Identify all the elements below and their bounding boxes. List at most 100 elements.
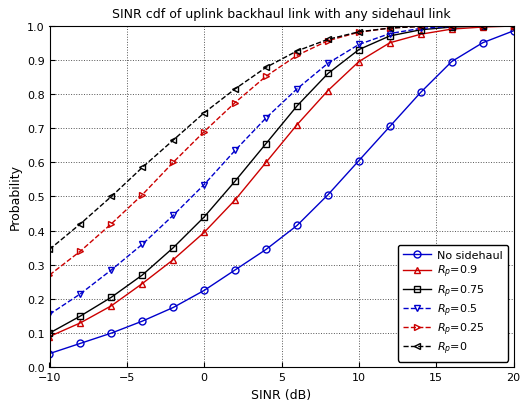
Line: $R_p$=0.75: $R_p$=0.75 [46, 23, 517, 337]
$R_p$=0.5 [449, 25, 455, 30]
$R_p$=0 [232, 87, 239, 92]
$R_p$=0.75 [325, 72, 331, 77]
$R_p$=0.9 [355, 60, 362, 65]
No sidehaul [47, 351, 53, 356]
No sidehaul [263, 247, 269, 252]
No sidehaul [201, 288, 207, 293]
No sidehaul [108, 331, 115, 336]
$R_p$=0.25 [139, 193, 145, 198]
No sidehaul [449, 60, 455, 65]
$R_p$=0 [77, 222, 84, 227]
$R_p$=0.75 [139, 273, 145, 278]
$R_p$=0.9 [449, 27, 455, 32]
$R_p$=0.25 [510, 24, 517, 29]
$R_p$=0.9 [47, 334, 53, 339]
$R_p$=0.25 [325, 39, 331, 44]
$R_p$=0.75 [263, 142, 269, 146]
$R_p$=0.75 [387, 34, 393, 39]
No sidehaul [355, 159, 362, 164]
$R_p$=0 [139, 166, 145, 171]
$R_p$=0.9 [294, 123, 300, 128]
$R_p$=0 [387, 27, 393, 31]
$R_p$=0.5 [47, 312, 53, 317]
$R_p$=0.75 [232, 179, 239, 184]
No sidehaul [170, 305, 177, 310]
$R_p$=0 [294, 49, 300, 54]
$R_p$=0.5 [232, 148, 239, 153]
Line: $R_p$=0.9: $R_p$=0.9 [46, 23, 517, 340]
$R_p$=0.9 [479, 25, 486, 30]
$R_p$=0.25 [47, 273, 53, 278]
No sidehaul [387, 125, 393, 130]
$R_p$=0.75 [77, 314, 84, 319]
$R_p$=0 [355, 30, 362, 35]
$R_p$=0.5 [139, 242, 145, 247]
Y-axis label: Probability: Probability [8, 164, 21, 230]
$R_p$=0 [449, 24, 455, 29]
$R_p$=0.9 [417, 33, 424, 38]
$R_p$=0.5 [294, 87, 300, 92]
$R_p$=0.75 [479, 25, 486, 29]
$R_p$=0.25 [232, 101, 239, 106]
$R_p$=0.9 [108, 303, 115, 308]
No sidehaul [479, 41, 486, 46]
$R_p$=0.75 [108, 295, 115, 300]
$R_p$=0 [47, 247, 53, 252]
No sidehaul [294, 223, 300, 228]
$R_p$=0.5 [201, 182, 207, 187]
$R_p$=0.25 [355, 31, 362, 36]
Title: SINR cdf of uplink backhaul link with any sidehaul link: SINR cdf of uplink backhaul link with an… [112, 8, 451, 21]
$R_p$=0.9 [510, 25, 517, 29]
$R_p$=0.5 [355, 43, 362, 48]
$R_p$=0.9 [170, 258, 177, 263]
$R_p$=0.25 [387, 27, 393, 31]
$R_p$=0.9 [139, 281, 145, 286]
$R_p$=0.5 [108, 268, 115, 273]
$R_p$=0.75 [417, 28, 424, 33]
$R_p$=0 [479, 24, 486, 29]
$R_p$=0.9 [325, 89, 331, 94]
$R_p$=0.5 [387, 32, 393, 37]
$R_p$=0 [263, 66, 269, 71]
No sidehaul [139, 319, 145, 324]
$R_p$=0.75 [294, 104, 300, 109]
$R_p$=0 [417, 25, 424, 30]
$R_p$=0 [510, 24, 517, 29]
$R_p$=0.5 [77, 292, 84, 297]
Line: $R_p$=0: $R_p$=0 [46, 23, 517, 253]
$R_p$=0.25 [417, 25, 424, 30]
$R_p$=0.25 [479, 24, 486, 29]
$R_p$=0.5 [170, 213, 177, 218]
No sidehaul [325, 193, 331, 198]
$R_p$=0.5 [479, 24, 486, 29]
$R_p$=0.5 [417, 27, 424, 32]
$R_p$=0.9 [201, 230, 207, 235]
$R_p$=0.25 [170, 160, 177, 165]
$R_p$=0.25 [201, 130, 207, 135]
$R_p$=0.25 [263, 74, 269, 79]
$R_p$=0 [201, 111, 207, 116]
$R_p$=0.75 [47, 331, 53, 336]
X-axis label: SINR (dB): SINR (dB) [251, 388, 312, 401]
$R_p$=0.5 [263, 116, 269, 121]
$R_p$=0 [108, 195, 115, 200]
$R_p$=0.5 [325, 62, 331, 67]
$R_p$=0 [170, 138, 177, 143]
No sidehaul [232, 268, 239, 273]
$R_p$=0.25 [449, 24, 455, 29]
No sidehaul [77, 341, 84, 346]
Line: $R_p$=0.25: $R_p$=0.25 [46, 23, 517, 279]
$R_p$=0.25 [77, 249, 84, 254]
$R_p$=0.75 [449, 25, 455, 30]
No sidehaul [417, 91, 424, 96]
$R_p$=0.9 [232, 198, 239, 203]
$R_p$=0.9 [263, 160, 269, 165]
$R_p$=0 [325, 38, 331, 43]
Line: $R_p$=0.5: $R_p$=0.5 [46, 23, 517, 318]
No sidehaul [510, 29, 517, 34]
$R_p$=0.9 [77, 321, 84, 326]
$R_p$=0.75 [170, 246, 177, 251]
$R_p$=0.75 [355, 48, 362, 53]
Line: No sidehaul: No sidehaul [46, 28, 517, 357]
$R_p$=0.25 [294, 54, 300, 59]
